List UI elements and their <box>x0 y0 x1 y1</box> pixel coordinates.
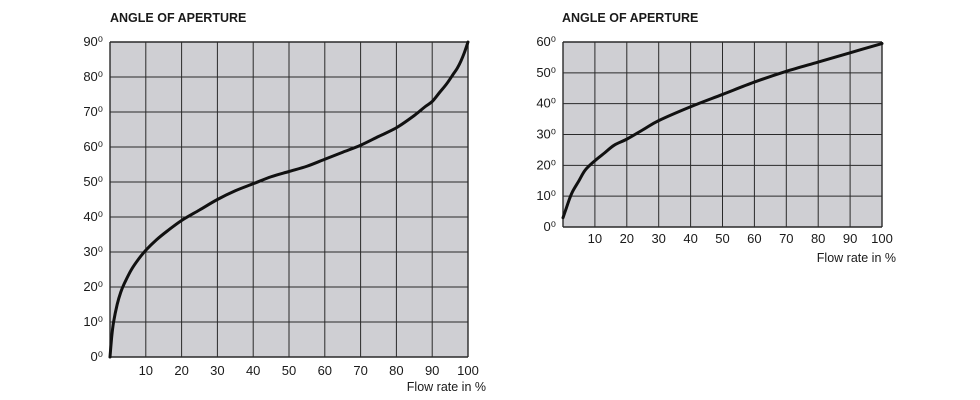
chart-left-x-tick-label: 20 <box>174 363 188 378</box>
chart-right-y-tick-label: 40⁰ <box>536 96 556 111</box>
chart-left-y-tick-label: 80⁰ <box>83 69 103 84</box>
chart-right-x-tick-label: 90 <box>843 231 857 246</box>
chart-left-x-axis-label: Flow rate in % <box>407 380 486 394</box>
chart-left-x-tick-label: 80 <box>389 363 403 378</box>
chart-right-y-tick-label: 30⁰ <box>536 127 556 142</box>
chart-right-x-tick-label: 80 <box>811 231 825 246</box>
chart-right-x-tick-label: 10 <box>588 231 602 246</box>
chart-right-grid <box>562 41 883 228</box>
chart-left-y-tick-label: 30⁰ <box>83 244 103 259</box>
chart-right: ANGLE OF APERTURE 10 20 30 40 50 60 70 80 90 100 … <box>536 11 896 265</box>
chart-right-x-tick-label: 60 <box>747 231 761 246</box>
chart-right-x-tick-label: 100 <box>871 231 893 246</box>
chart-right-y-tick-label: 0⁰ <box>544 219 556 234</box>
chart-right-series-line <box>561 42 884 220</box>
chart-right-y-tick-label: 10⁰ <box>536 188 556 203</box>
chart-left-x-tick-label: 40 <box>246 363 260 378</box>
chart-left-y-tick-label: 50⁰ <box>83 174 103 189</box>
chart-right-x-ticks: 10 20 30 40 50 60 70 80 90 100 <box>588 231 893 246</box>
chart-right-x-axis-label: Flow rate in % <box>817 251 896 265</box>
chart-left-x-tick-label: 70 <box>353 363 367 378</box>
chart-left-y-tick-label: 0⁰ <box>91 349 103 364</box>
chart-left-y-tick-label: 10⁰ <box>83 314 103 329</box>
chart-left-y-tick-label: 70⁰ <box>83 104 103 119</box>
chart-left-y-tick-label: 60⁰ <box>83 139 103 154</box>
chart-right-y-tick-label: 20⁰ <box>536 157 556 172</box>
chart-right-x-tick-label: 20 <box>620 231 634 246</box>
chart-right-title: ANGLE OF APERTURE <box>562 11 698 25</box>
chart-left-grid <box>109 41 469 358</box>
chart-right-x-tick-label: 40 <box>683 231 697 246</box>
chart-left-y-ticks: 0⁰ 10⁰ 20⁰ 30⁰ 40⁰ 50⁰ 60⁰ 70⁰ 80⁰ 90⁰ <box>83 34 103 364</box>
chart-right-x-tick-label: 50 <box>715 231 729 246</box>
chart-left-series-line <box>108 40 470 359</box>
chart-right-y-tick-label: 50⁰ <box>536 65 556 80</box>
chart-right-y-tick-label: 60⁰ <box>536 34 556 49</box>
chart-left-y-tick-label: 20⁰ <box>83 279 103 294</box>
chart-left: ANGLE OF APERTURE 10 20 30 40 50 60 70 80 90 100 … <box>83 11 486 394</box>
chart-left-y-tick-label: 90⁰ <box>83 34 103 49</box>
chart-right-y-ticks: 0⁰ 10⁰ 20⁰ 30⁰ 40⁰ 50⁰ 60⁰ <box>536 34 556 234</box>
chart-left-x-ticks: 10 20 30 40 50 60 70 80 90 100 <box>139 363 479 378</box>
chart-left-x-tick-label: 30 <box>210 363 224 378</box>
chart-right-x-tick-label: 70 <box>779 231 793 246</box>
chart-left-x-tick-label: 100 <box>457 363 479 378</box>
chart-right-x-tick-label: 30 <box>651 231 665 246</box>
chart-left-y-tick-label: 40⁰ <box>83 209 103 224</box>
chart-left-x-tick-label: 50 <box>282 363 296 378</box>
chart-left-x-tick-label: 90 <box>425 363 439 378</box>
chart-left-title: ANGLE OF APERTURE <box>110 11 246 25</box>
chart-left-x-tick-label: 10 <box>139 363 153 378</box>
chart-left-x-tick-label: 60 <box>318 363 332 378</box>
